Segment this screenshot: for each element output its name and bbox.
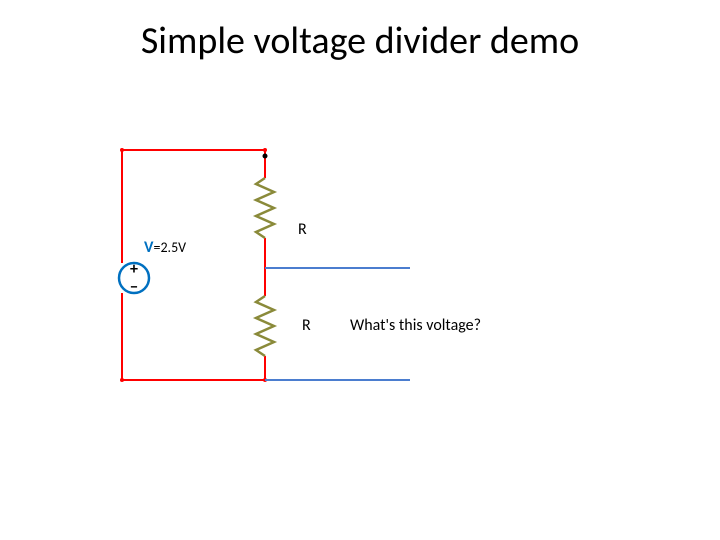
question-text: What's this voltage? (350, 316, 481, 335)
resistor-r1-icon (256, 178, 274, 238)
node-bl (120, 378, 124, 382)
slide: Simple voltage divider demo (0, 0, 720, 540)
circuit-svg (0, 0, 720, 540)
source-minus: − (130, 278, 138, 297)
r1-label: R (298, 220, 307, 239)
node-top-dot (263, 154, 268, 159)
r2-label: R (302, 316, 311, 335)
node-tl (120, 148, 124, 152)
resistor-r2-icon (256, 296, 274, 356)
source-plus: + (130, 260, 138, 279)
source-label: V=2.5V (144, 238, 186, 257)
node-tr (263, 148, 267, 152)
source-value: =2.5V (153, 239, 186, 256)
